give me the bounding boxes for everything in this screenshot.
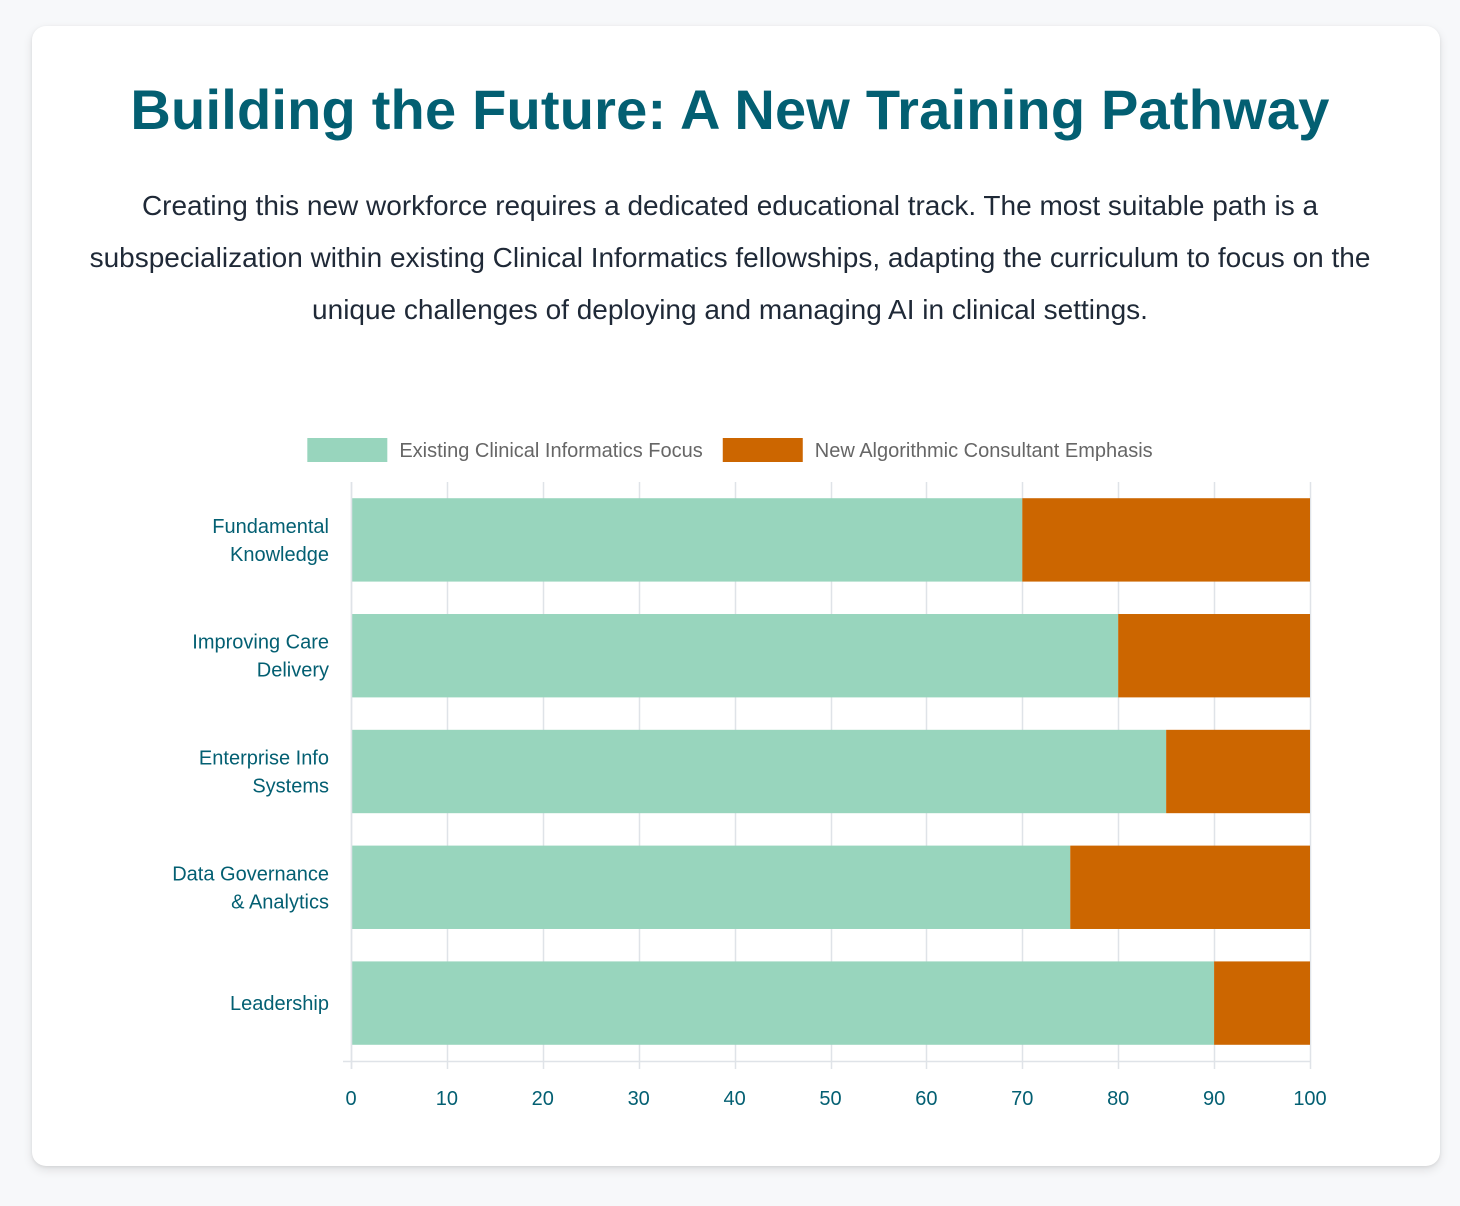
page-description: Creating this new workforce requires a d… bbox=[89, 190, 1371, 325]
bar-segment bbox=[1166, 729, 1310, 814]
legend-swatch bbox=[307, 438, 388, 462]
x-tick-label: 0 bbox=[345, 1088, 356, 1110]
bar-segment bbox=[351, 961, 1215, 1045]
chart-bars bbox=[351, 498, 1310, 1045]
y-category-label: Fundamental Knowledge bbox=[212, 516, 329, 566]
page-title: Building the Future: A New Training Path… bbox=[130, 78, 1330, 141]
x-tick-label: 30 bbox=[628, 1088, 650, 1110]
y-category-label: Leadership bbox=[230, 993, 329, 1015]
x-tick-label: 20 bbox=[532, 1088, 554, 1110]
bar-segment bbox=[351, 729, 1167, 814]
legend-label: New Algorithmic Consultant Emphasis bbox=[815, 440, 1153, 462]
y-category-label: Data Governance & Analytics bbox=[172, 863, 329, 913]
y-category-label: Enterprise Info Systems bbox=[199, 748, 329, 798]
x-axis-labels: 0 10 20 30 40 50 60 70 80 90 100 bbox=[345, 1088, 1326, 1110]
bar-segment bbox=[1070, 845, 1310, 929]
bar-segment bbox=[1214, 961, 1310, 1045]
y-axis-labels: Fundamental Knowledge Improving Care Delive… bbox=[172, 516, 329, 1015]
bar-segment bbox=[1118, 614, 1310, 698]
x-tick-label: 10 bbox=[436, 1088, 458, 1110]
bar-segment bbox=[1022, 498, 1310, 582]
chart-legend: Existing Clinical Informatics Focus New A… bbox=[307, 438, 1153, 462]
x-tick-label: 50 bbox=[819, 1088, 841, 1110]
y-category-label: Improving Care Delivery bbox=[192, 632, 329, 682]
legend-label: Existing Clinical Informatics Focus bbox=[399, 440, 702, 462]
x-tick-label: 60 bbox=[915, 1088, 937, 1110]
bar-segment bbox=[351, 498, 1023, 582]
bar-segment bbox=[351, 845, 1071, 929]
chart-axes bbox=[343, 482, 1310, 1069]
x-tick-label: 40 bbox=[723, 1088, 745, 1110]
x-tick-label: 90 bbox=[1203, 1088, 1225, 1110]
x-tick-label: 70 bbox=[1011, 1088, 1033, 1110]
legend-swatch bbox=[722, 438, 803, 462]
x-tick-label: 80 bbox=[1107, 1088, 1129, 1110]
bar-segment bbox=[351, 614, 1119, 698]
x-tick-label: 100 bbox=[1293, 1088, 1326, 1110]
